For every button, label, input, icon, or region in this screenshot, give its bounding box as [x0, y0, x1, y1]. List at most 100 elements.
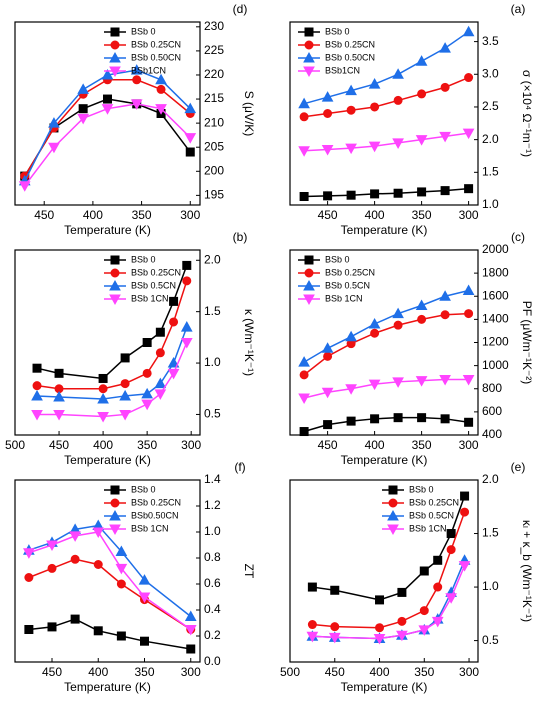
marker	[323, 191, 333, 201]
marker	[92, 527, 105, 539]
marker	[306, 631, 319, 643]
marker	[464, 73, 474, 83]
x-tick-label: 300	[180, 208, 200, 222]
y-tick-label: 0.2	[204, 628, 221, 642]
x-tick-label: 400	[370, 665, 390, 679]
marker	[53, 390, 65, 402]
marker	[460, 491, 470, 501]
y-tick-label: 1.0	[482, 197, 499, 211]
x-tick-label: 300	[181, 665, 201, 679]
series-line	[312, 565, 466, 640]
legend-marker	[304, 40, 314, 50]
marker	[392, 68, 404, 79]
marker	[462, 375, 475, 386]
marker	[328, 632, 341, 644]
marker	[439, 131, 451, 143]
panel: 300 350 400 450 500 0.5 1.0 1.5 2.0 Temperature (…	[280, 460, 534, 694]
legend-marker	[303, 294, 315, 306]
y-tick-label: 600	[482, 404, 502, 418]
legend-label: BSb 0	[325, 254, 350, 264]
marker	[182, 260, 192, 270]
marker	[156, 84, 166, 94]
marker	[346, 190, 356, 200]
marker	[298, 97, 310, 109]
y-axis-label: PF (μWm⁻¹K⁻²)	[520, 301, 534, 385]
legend-label: BSb 0	[131, 484, 156, 494]
legend-label: BSb 0.5CN	[409, 510, 454, 520]
marker	[180, 338, 193, 349]
marker	[375, 623, 385, 633]
marker	[101, 104, 114, 115]
marker	[392, 307, 404, 319]
marker	[155, 73, 167, 85]
y-tick-label: 0.5	[482, 633, 499, 647]
legend-marker	[110, 27, 120, 37]
y-tick-label: 400	[482, 427, 502, 441]
marker	[392, 377, 404, 388]
marker	[299, 112, 309, 122]
marker	[446, 529, 456, 539]
x-tick-label: 300	[459, 438, 479, 452]
panel-label: (f)	[234, 460, 245, 474]
y-tick-label: 230	[204, 19, 224, 33]
marker	[431, 616, 444, 628]
y-tick-label: 1.0	[204, 355, 221, 369]
marker	[48, 117, 60, 128]
marker	[155, 348, 165, 358]
marker	[169, 296, 179, 306]
marker	[321, 144, 334, 156]
y-tick-label: 1600	[482, 288, 509, 302]
marker	[375, 595, 385, 605]
panel-label: (a)	[511, 2, 526, 16]
legend-marker	[387, 509, 399, 521]
marker	[464, 309, 474, 319]
marker	[370, 102, 380, 112]
legend-label: BSb1CN	[131, 65, 166, 75]
y-tick-label: 1200	[482, 335, 509, 349]
marker	[97, 392, 109, 404]
plot-frame	[289, 479, 479, 663]
marker	[48, 142, 60, 154]
marker	[184, 610, 197, 621]
legend-label: BSb 0	[325, 26, 350, 36]
y-tick-label: 2.0	[204, 252, 221, 266]
marker	[368, 78, 381, 89]
marker	[77, 83, 90, 94]
y-tick-label: 1000	[482, 358, 509, 372]
marker	[103, 94, 112, 104]
legend-label: BSb 0	[131, 26, 156, 36]
marker	[24, 573, 34, 582]
marker	[345, 384, 357, 395]
y-tick-label: 1.0	[482, 579, 499, 593]
legend-marker	[304, 27, 314, 37]
x-tick-label: 400	[88, 665, 108, 679]
x-axis-label: Temperature (K)	[341, 453, 428, 467]
marker	[299, 427, 309, 437]
marker	[184, 625, 197, 636]
legend-label: BSb 0.5CN	[325, 280, 370, 290]
legend-marker	[110, 40, 120, 50]
y-tick-label: 2.5	[482, 99, 499, 113]
marker	[415, 376, 428, 387]
plot-frame	[14, 479, 201, 663]
marker	[417, 314, 427, 324]
y-tick-label: 0.8	[204, 550, 221, 564]
y-axis-label: ZT	[242, 564, 256, 579]
panel: 300 350 400 450 1.0 1.5 2.0 2.5 3.0 3.5 Temperatur…	[289, 2, 534, 237]
x-axis-label: Temperature (K)	[64, 453, 151, 467]
marker	[415, 55, 428, 66]
x-axis-label: Temperature (K)	[341, 223, 428, 237]
marker	[141, 387, 153, 399]
legend-label: BSb1CN	[325, 65, 360, 75]
marker	[417, 89, 427, 99]
legend-marker	[109, 509, 121, 521]
panel: 300 350 400 450 0.0 0.2 0.4 0.6 0.8 1.0 1.2 1.4 Temp…	[14, 460, 256, 694]
y-axis-label: σ (×10⁴ Ω⁻¹m⁻¹)	[520, 70, 534, 157]
marker	[69, 531, 81, 542]
plot-frame	[289, 21, 479, 206]
marker	[321, 387, 334, 399]
marker	[370, 328, 380, 338]
marker	[31, 389, 43, 401]
y-tick-label: 0.4	[204, 602, 221, 616]
